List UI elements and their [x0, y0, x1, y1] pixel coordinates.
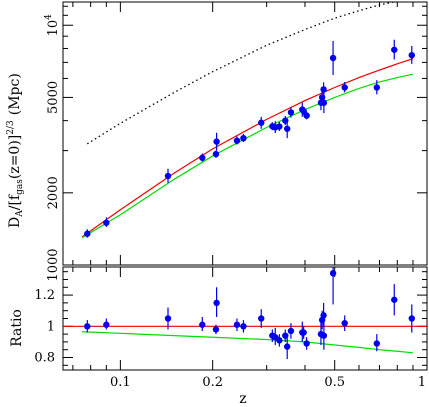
- ylabel-post: (z=0)]: [7, 135, 23, 179]
- top-data-point: [373, 84, 381, 91]
- top-data-point: [391, 46, 398, 53]
- bottom-panel: 0.1 0.2 0.5 1 0.8 1 1.2: [34, 266, 428, 390]
- bottom-y-tick-label: 1.2: [34, 288, 55, 303]
- top-data-point: [408, 51, 415, 59]
- bottom-data-point: [320, 312, 327, 319]
- bottom-data-point: [240, 323, 247, 330]
- bottom-data-point: [391, 296, 398, 303]
- bottom-y-tick-label: 0.8: [34, 351, 55, 366]
- bottom-y-axis-title: Ratio: [9, 309, 25, 347]
- bottom-frame: [62, 266, 428, 371]
- top-data-point: [341, 84, 348, 91]
- top-model-line-dotted_model: [86, 2, 397, 145]
- top-data-point: [320, 86, 327, 93]
- bottom-model-line-green_model: [82, 331, 414, 354]
- top-data-point: [287, 109, 295, 116]
- top-y-tick-label: 104: [44, 14, 61, 37]
- ylabel-unit: (Mpc): [7, 73, 23, 115]
- top-y-axis-title-text: DA/[fgas(z=0)]2/3 (Mpc): [6, 73, 25, 228]
- bottom-data-point: [258, 315, 265, 322]
- ylabel-pre: D: [7, 217, 23, 228]
- top-panel: 1000 2000 5000 104: [44, 1, 428, 282]
- bottom-data-point: [320, 332, 328, 339]
- top-data-point: [164, 172, 172, 180]
- bottom-data-point: [212, 326, 220, 333]
- bottom-data-point: [287, 327, 295, 335]
- bottom-y-tick-label: 1: [47, 319, 55, 334]
- top-data-point: [240, 134, 247, 142]
- ylabel-mid: /[f: [7, 193, 23, 210]
- top-model-line-red_model: [81, 58, 414, 238]
- top-data-point: [84, 230, 91, 237]
- top-data-point: [283, 125, 291, 132]
- ylabel-sub1: A: [15, 210, 25, 218]
- bottom-data-point: [283, 343, 291, 350]
- top-plot-area: [81, 2, 415, 239]
- bottom-data-point: [329, 270, 337, 277]
- bottom-data-point: [199, 321, 206, 328]
- x-tick-label: 0.1: [110, 375, 131, 390]
- top-data-point: [276, 123, 283, 130]
- ylabel-sup: 2/3: [6, 120, 16, 135]
- top-frame: [62, 1, 428, 266]
- top-data-point: [212, 150, 220, 158]
- top-data-point: [233, 137, 241, 144]
- bottom-data-point: [233, 321, 241, 328]
- bottom-plot-area: [63, 267, 427, 360]
- x-tick-label: 0.2: [202, 375, 223, 390]
- top-y-tick-label: 5000: [46, 81, 61, 114]
- ylabel-sub2: gas: [15, 179, 25, 195]
- top-y-axis-title: DA/[fgas(z=0)]2/3 (Mpc): [6, 73, 25, 228]
- bottom-data-point: [300, 329, 307, 336]
- x-axis-title: z: [239, 391, 246, 407]
- bottom-data-point: [276, 337, 283, 344]
- top-data-point: [199, 154, 206, 161]
- top-data-point: [103, 219, 110, 226]
- top-data-point: [213, 138, 220, 145]
- bottom-data-point: [84, 323, 91, 330]
- top-y-tick-label: 1000: [46, 248, 61, 281]
- top-data-point: [303, 112, 310, 119]
- bottom-data-point: [408, 315, 415, 322]
- top-model-line-green_model: [81, 73, 414, 239]
- top-data-point: [320, 99, 328, 106]
- x-tick-label: 1: [418, 375, 426, 390]
- x-tick-label: 0.5: [324, 375, 345, 390]
- bottom-data-point: [373, 340, 381, 347]
- bottom-data-point: [164, 315, 172, 322]
- bottom-data-point: [103, 321, 110, 328]
- bottom-data-point: [341, 319, 348, 327]
- bottom-data-point: [303, 340, 310, 347]
- top-y-tick-label: 2000: [46, 176, 61, 209]
- top-data-point: [329, 54, 337, 62]
- top-data-point: [258, 119, 265, 126]
- bottom-data-point: [213, 299, 220, 307]
